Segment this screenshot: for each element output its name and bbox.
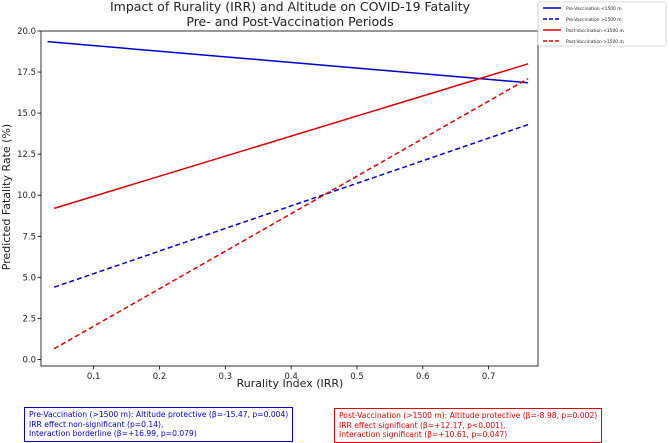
x-tick-label: 0.6 bbox=[416, 372, 430, 382]
series-line-4 bbox=[53, 77, 529, 350]
legend-box bbox=[537, 1, 667, 47]
y-tick-label: 2.5 bbox=[22, 314, 36, 324]
y-axis: 0.0 2.5 5.0 7.5 10.0 12.5 15.0 17.5 20.0 bbox=[17, 27, 41, 365]
chart-title-line-1: Impact of Rurality (IRR) and Altitude on… bbox=[110, 0, 471, 14]
series-group bbox=[47, 40, 529, 350]
pre-annotation-line-2: IRR effect non-significant (p=0.14), bbox=[29, 419, 164, 429]
y-tick-label: 12.5 bbox=[17, 150, 36, 160]
legend-label: Post-Vaccination >1500 m bbox=[566, 39, 624, 45]
legend-label: Pre-Vaccination >1500 m bbox=[566, 17, 622, 23]
x-tick-label: 0.4 bbox=[284, 372, 298, 382]
x-tick-label: 0.2 bbox=[153, 372, 167, 382]
y-tick-label: 20.0 bbox=[17, 27, 36, 37]
y-axis-label: Predicted Fatality Rate (%) bbox=[0, 124, 13, 270]
series-line-1 bbox=[47, 40, 529, 84]
pre-vaccination-annotation: Pre-Vaccination (>1500 m): Altitude prot… bbox=[24, 407, 294, 442]
x-tick-label: 0.3 bbox=[219, 372, 233, 382]
y-tick-label: 17.5 bbox=[17, 68, 36, 78]
legend-label: Pre-Vaccination <1500 m bbox=[566, 6, 622, 12]
plot-area bbox=[40, 30, 539, 367]
x-tick-label: 0.7 bbox=[482, 372, 496, 382]
series-line-3 bbox=[53, 63, 529, 210]
pre-annotation-line-3: Interaction borderline (β=+16.99, p=0.07… bbox=[29, 429, 197, 439]
y-tick-label: 10.0 bbox=[17, 191, 36, 201]
series-line-2 bbox=[53, 123, 529, 288]
post-annotation-line-1: Post-Vaccination (>1500 m): Altitude pro… bbox=[339, 411, 598, 420]
x-axis: 0.1 0.2 0.3 0.4 0.5 0.6 0.7 bbox=[87, 366, 495, 382]
x-tick-label: 0.5 bbox=[350, 372, 364, 382]
chart-title-line-2: Pre- and Post-Vaccination Periods bbox=[186, 14, 393, 29]
plot-border bbox=[40, 30, 539, 367]
post-vaccination-annotation: Post-Vaccination (>1500 m): Altitude pro… bbox=[334, 408, 603, 443]
x-axis-label: Rurality Index (IRR) bbox=[237, 377, 344, 390]
y-tick-label: 0.0 bbox=[22, 355, 36, 365]
post-annotation-line-2: IRR effect significant (β=+12.17, p<0.00… bbox=[339, 420, 506, 430]
y-tick-label: 15.0 bbox=[17, 109, 36, 119]
pre-annotation-line-1: Pre-Vaccination (>1500 m): Altitude prot… bbox=[29, 410, 289, 419]
post-annotation-line-3: Interaction significant (β=+10.61, p=0.0… bbox=[339, 430, 508, 440]
legend-label: Post-Vaccination <1500 m bbox=[566, 28, 624, 34]
y-tick-label: 7.5 bbox=[22, 232, 36, 242]
y-tick-label: 5.0 bbox=[22, 273, 36, 283]
x-tick-label: 0.1 bbox=[87, 372, 101, 382]
legend: Pre-Vaccination <1500 m Pre-Vaccination >… bbox=[537, 1, 667, 47]
